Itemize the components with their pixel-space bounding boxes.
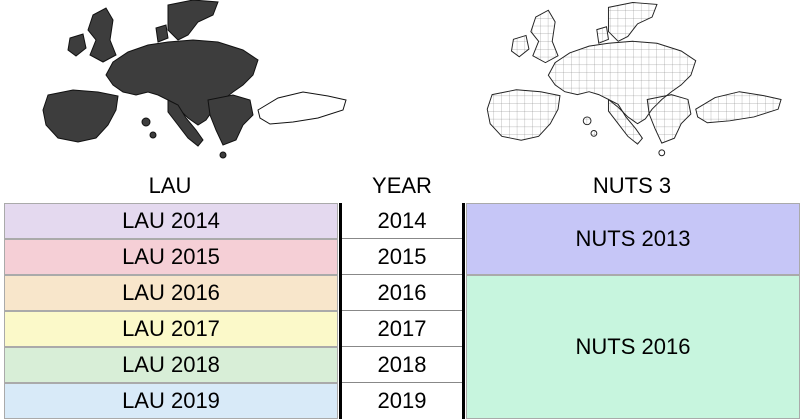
year-cell: 2014: [342, 203, 462, 239]
lau-map-denmark: [155, 24, 169, 43]
lau-map-iberia: [42, 89, 119, 143]
lau-map-island: [219, 151, 227, 159]
nuts-map-ireland: [510, 34, 530, 58]
year-cell: 2015: [342, 239, 462, 275]
nuts-map-regions: [486, 2, 782, 157]
lau-row: LAU 2019: [4, 383, 338, 419]
year-column-header: YEAR: [372, 173, 432, 198]
lau-row: LAU 2016: [4, 275, 338, 311]
nuts-map-italy: [607, 98, 644, 145]
year-cell: 2018: [342, 347, 462, 383]
nuts-map-balkans: [646, 94, 692, 144]
nuts-map-turkey: [695, 91, 782, 124]
nuts-block: NUTS 2013: [466, 203, 800, 275]
nuts-block: NUTS 2016: [466, 275, 800, 419]
year-cell: 2016: [342, 275, 462, 311]
nuts-map-iberia: [486, 89, 561, 141]
lau-map-turkey: [257, 91, 347, 125]
lau-europe-map: [42, 0, 347, 159]
year-cell: 2017: [342, 311, 462, 347]
nuts-map-britain: [530, 9, 559, 64]
year-column: [339, 203, 465, 419]
lau-map-italy: [167, 99, 204, 147]
lau-map-island: [149, 131, 157, 139]
lau-map-regions: [42, 0, 259, 147]
lau-map-scandinavia: [167, 0, 219, 41]
nuts-map-scandinavia: [607, 2, 658, 42]
lau-row: LAU 2017: [4, 311, 338, 347]
lau-column-header: LAU: [148, 173, 192, 198]
nuts-europe-map: [486, 2, 782, 157]
lau-map-britain: [87, 7, 117, 63]
year-cell: 2019: [377, 388, 427, 413]
lau-map-island: [141, 117, 151, 127]
nuts-map-denmark: [596, 26, 609, 44]
nuts-map-island: [590, 130, 598, 137]
nuts-map-island: [582, 116, 592, 126]
lau-map-ireland: [67, 33, 87, 57]
nuts-map-island: [658, 149, 666, 157]
lau-row: LAU 2015: [4, 239, 338, 275]
lau-row: LAU 2014: [4, 203, 338, 239]
lau-row: LAU 2018: [4, 347, 338, 383]
lau-map-balkans: [207, 94, 254, 146]
nuts-column-header: NUTS 3: [592, 173, 672, 198]
